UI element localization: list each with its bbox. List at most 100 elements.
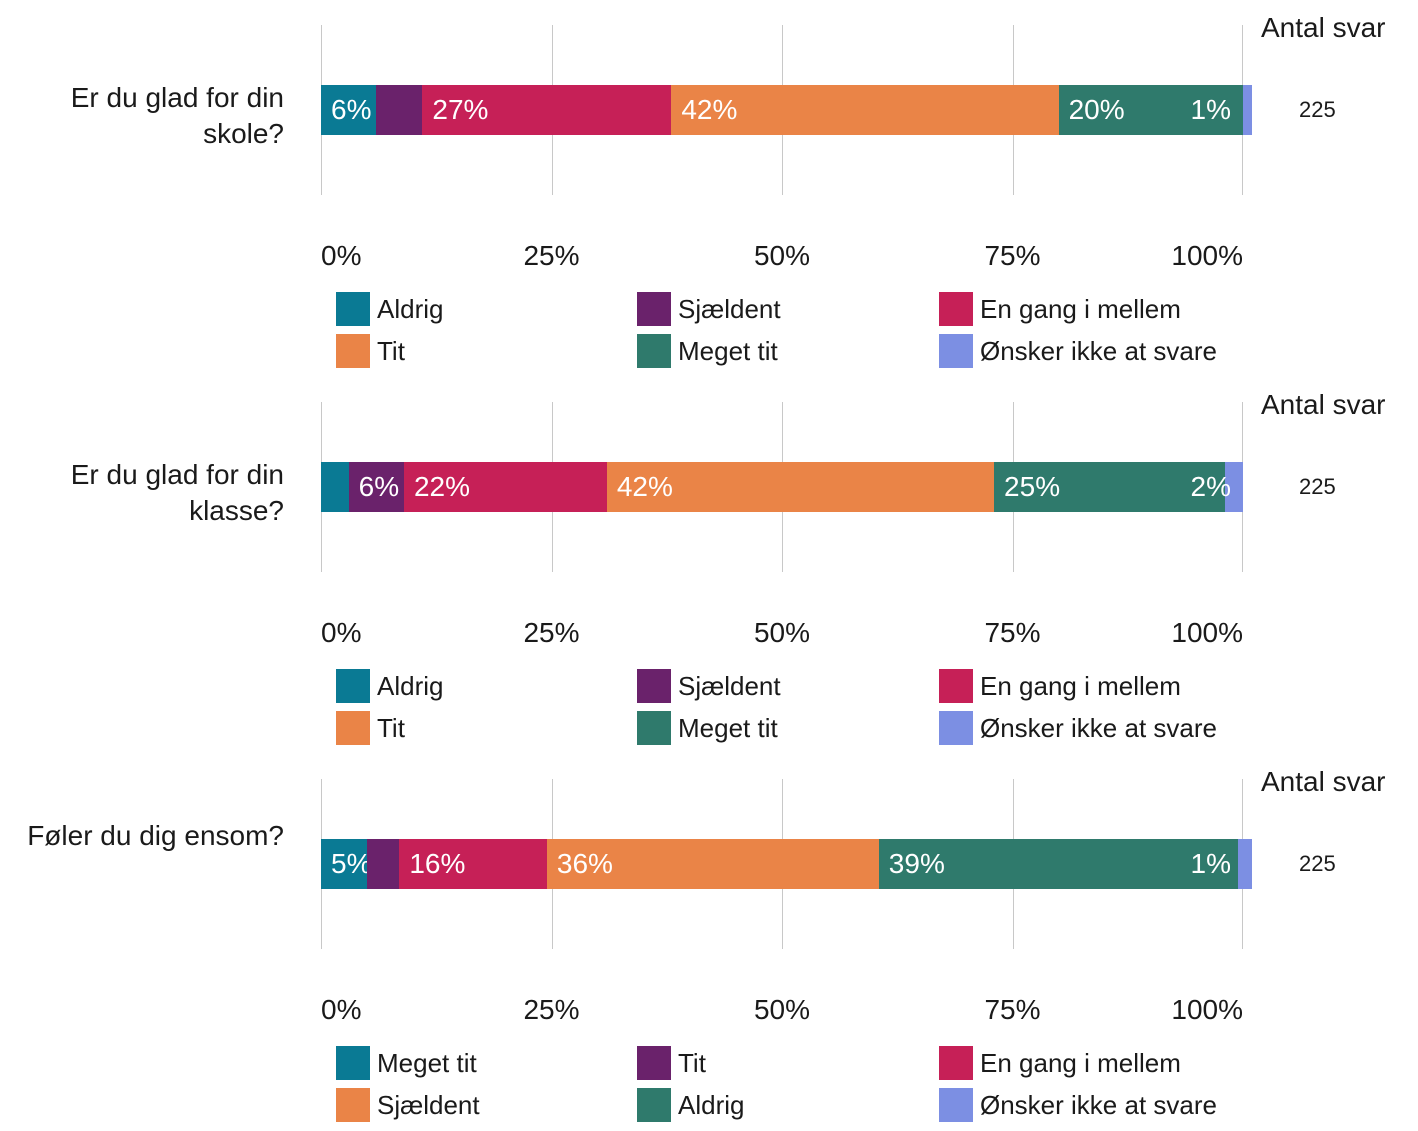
legend-label: En gang i mellem [980,1048,1181,1078]
legend-swatch [336,1046,370,1080]
legend-label: En gang i mellem [980,294,1181,324]
x-tick-label: 75% [984,240,1041,271]
data-label: 1% [1190,94,1231,125]
x-tick-label: 100% [1171,617,1243,648]
legend-swatch [939,334,973,368]
response-count: 225 [1299,474,1336,499]
legend-swatch [637,334,671,368]
plot-area: 6% 22% 42% 25% 2% 0% 25% 50% 75% 100% [321,402,1243,648]
bar-segment [422,85,672,135]
legend-label: En gang i mellem [980,671,1181,701]
legend-swatch [939,292,973,326]
data-label: 1% [1190,848,1231,879]
bar-segment [1058,85,1243,135]
legend-label: Aldrig [678,1090,745,1120]
legend-label: Tit [377,336,405,366]
question-label: Er du glad for din klasse? [70,459,284,526]
bar-segment [403,462,607,512]
legend-label: Meget tit [678,713,778,743]
x-tick-label: 0% [321,994,362,1025]
count-header: Antal svar [1261,12,1386,43]
data-label: 36% [556,848,613,879]
legend-label: Tit [377,713,405,743]
legend-swatch [939,669,973,703]
legend-swatch [336,334,370,368]
bar-segment [321,839,368,889]
data-label: 25% [1004,471,1061,502]
legend-swatch [939,711,973,745]
legend-label: Sjældent [678,671,781,701]
legend-label: Meget tit [377,1048,477,1078]
legend-label: Meget tit [678,336,778,366]
x-tick-label: 50% [753,617,811,648]
legend-label: Sjældent [377,1090,480,1120]
x-tick-label: 100% [1171,994,1243,1025]
plot-area: 6% 27% 42% 20% 1% 0% 25% 50% 75% 100% [321,25,1253,271]
bar-segment [348,462,404,512]
bar-segment [1224,462,1243,512]
x-tick-label: 0% [321,240,362,271]
legend-label: Ønsker ikke at svare [980,1090,1217,1120]
bar-segment [994,462,1225,512]
bar-segment [367,839,400,889]
x-tick-label: 50% [753,240,811,271]
legend-label: Aldrig [377,671,444,701]
stacked-bar: 5% 16% 36% 39% 1% [321,839,1253,889]
x-tick-label: 75% [984,994,1041,1025]
bar-segment [671,85,1059,135]
chart-panel: Er du glad for din skole? 6% 27% 42% 20% 1% 0%… [0,0,1418,377]
bar-segment [399,839,547,889]
x-tick-label: 25% [523,617,580,648]
data-label: 16% [409,848,466,879]
data-label: 27% [432,94,489,125]
data-label: 2% [1190,471,1231,502]
data-label: 6% [331,94,372,125]
legend-swatch [939,1046,973,1080]
stacked-bar: 6% 22% 42% 25% 2% [321,462,1243,512]
plot-area: 5% 16% 36% 39% 1% 0% 25% 50% 75% 100% [321,779,1253,1025]
bar-segment [321,85,377,135]
legend-label: Tit [678,1048,706,1078]
count-header: Antal svar [1261,766,1386,797]
legend-swatch [336,1088,370,1122]
legend-swatch [637,292,671,326]
legend-label: Ønsker ikke at svare [980,713,1217,743]
legend-swatch [336,711,370,745]
data-label: 39% [888,848,945,879]
legend-swatch [637,711,671,745]
bar-segment [321,462,349,512]
legend-swatch [637,1046,671,1080]
data-label: 5% [331,848,372,879]
x-tick-label: 25% [523,240,580,271]
chart-panel: Er du glad for din klasse? 6% 22% 42% 25% 2% 0… [0,377,1418,754]
bar-segment [606,462,995,512]
bar-segment [1238,839,1253,889]
x-tick-label: 25% [523,994,580,1025]
response-count: 225 [1299,97,1336,122]
question-label: Er du glad for din skole? [70,82,284,149]
legend-label: Sjældent [678,294,781,324]
x-tick-label: 100% [1171,240,1243,271]
legend-swatch [637,669,671,703]
stacked-bar: 6% 27% 42% 20% 1% [321,85,1253,135]
data-label: 42% [681,94,738,125]
legend-swatch [637,1088,671,1122]
question-label: Føler du dig ensom? [27,820,284,851]
x-tick-label: 0% [321,617,362,648]
legend-swatch [336,292,370,326]
x-tick-label: 75% [984,617,1041,648]
data-label: 42% [616,471,673,502]
legend-swatch [336,669,370,703]
x-tick-label: 50% [753,994,811,1025]
legend-swatch [939,1088,973,1122]
response-count: 225 [1299,851,1336,876]
data-label: 20% [1068,94,1125,125]
bar-segment [376,85,423,135]
legend-label: Aldrig [377,294,444,324]
bar-segment [546,839,879,889]
bar-segment [1243,85,1253,135]
data-label: 6% [358,471,400,502]
legend-label: Ønsker ikke at svare [980,336,1217,366]
data-label: 22% [413,471,471,502]
